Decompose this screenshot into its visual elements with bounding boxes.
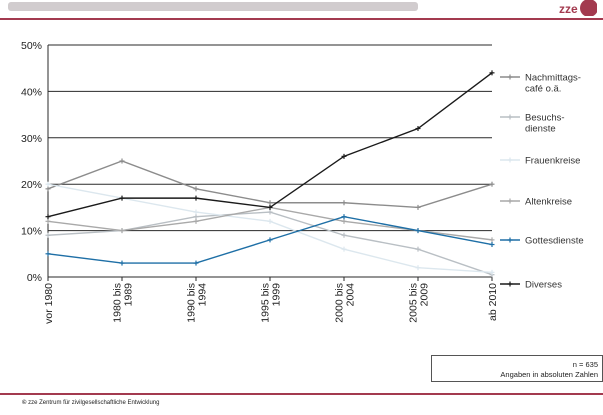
data-point — [193, 209, 199, 215]
y-tick-label: 10% — [21, 226, 42, 238]
logo-circle — [580, 0, 597, 16]
data-point — [45, 218, 51, 224]
legend-label: Nachmittags- — [525, 73, 581, 84]
data-point — [193, 186, 199, 192]
y-tick-label: 50% — [21, 40, 42, 52]
data-point — [341, 200, 347, 206]
legend-item: Frauenkreise — [500, 156, 580, 167]
data-point — [415, 204, 421, 210]
legend-label: Diverses — [525, 280, 562, 291]
copyright-symbol: © — [22, 400, 27, 406]
data-point — [489, 181, 495, 187]
x-tick-label-group: 1990 bis 1994 — [186, 283, 209, 323]
x-tick-label: 2005 bis — [408, 283, 420, 323]
x-tick-label: 1990 bis — [186, 283, 198, 323]
data-point — [415, 126, 421, 132]
data-point — [489, 242, 495, 248]
legend: Nachmittags-café o.ä. Besuchs-dienste Frau… — [500, 73, 584, 291]
x-tick-label: 1989 — [123, 283, 135, 307]
data-point — [489, 269, 495, 275]
data-point — [341, 214, 347, 220]
logo-text: zze — [559, 2, 578, 16]
data-point — [193, 195, 199, 201]
title-blur — [8, 2, 418, 11]
x-tick-label: 1994 — [197, 283, 209, 307]
x-tick-label-group: ab 2010 — [487, 283, 499, 321]
axes: 0% 10% 20% 30% 40% 50% vor 1980 1980 bis 1989 199… — [21, 40, 499, 324]
x-tick-label-group: 2005 bis 2009 — [408, 283, 431, 323]
zze-logo-icon: zze — [559, 0, 597, 16]
data-point — [341, 153, 347, 159]
sample-size: n = 635 — [572, 360, 598, 369]
legend-label: café o.ä. — [525, 84, 561, 95]
legend-item: Besuchs-dienste — [500, 113, 565, 135]
y-tick-label: 20% — [21, 179, 42, 191]
data-point — [45, 232, 51, 238]
x-tick-label: 1980 bis — [112, 283, 124, 323]
y-tick-label: 30% — [21, 133, 42, 145]
series — [45, 70, 495, 278]
data-point — [193, 260, 199, 266]
data-point — [193, 214, 199, 220]
x-tick-label: 2004 — [345, 283, 357, 307]
data-point — [267, 204, 273, 210]
legend-label: dienste — [525, 124, 556, 135]
data-point — [119, 228, 125, 234]
data-point — [45, 214, 51, 220]
y-tick-label: 0% — [27, 272, 42, 284]
units-note: Angaben in absoluten Zahlen — [500, 370, 598, 379]
legend-label: Frauenkreise — [525, 156, 580, 167]
x-tick-label: 1995 bis — [260, 283, 272, 323]
x-tick-label: 2009 — [419, 283, 431, 307]
y-tick-label: 40% — [21, 86, 42, 98]
legend-item: Diverses — [500, 280, 562, 291]
x-tick-label-group: 1995 bis 1999 — [260, 283, 283, 323]
data-point — [267, 209, 273, 215]
x-tick-label: 2000 bis — [334, 283, 346, 323]
x-tick-label-group: 2000 bis 2004 — [334, 283, 357, 323]
copyright-text: zze Zentrum für zivilgesellschaftliche E… — [28, 400, 160, 406]
legend-item: Altenkreise — [500, 197, 572, 208]
data-point — [489, 70, 495, 76]
x-tick-label: 1999 — [271, 283, 283, 307]
data-point — [415, 246, 421, 252]
x-tick-label: ab 2010 — [487, 283, 499, 321]
data-point — [45, 186, 51, 192]
line-chart: 0% 10% 20% 30% 40% 50% vor 1980 1980 bis 1989 199… — [21, 40, 584, 324]
data-point — [119, 195, 125, 201]
legend-label: Besuchs- — [525, 113, 565, 124]
series-line-5 — [47, 72, 493, 218]
copyright: © zze Zentrum für zivilgesellschaftliche… — [22, 400, 159, 406]
data-point — [193, 218, 199, 224]
data-point — [489, 237, 495, 243]
x-tick-label-group: 1980 bis 1989 — [112, 283, 135, 323]
bottom-bar: © zze Zentrum für zivilgesellschaftliche… — [0, 393, 603, 415]
data-point — [267, 237, 273, 243]
top-bar: zze — [0, 0, 603, 20]
data-point — [415, 228, 421, 234]
data-point — [341, 218, 347, 224]
legend-label: Gottesdienste — [525, 236, 584, 247]
data-point — [341, 246, 347, 252]
x-tick-label: vor 1980 — [43, 283, 55, 324]
data-point — [267, 218, 273, 224]
legend-item: Nachmittags-café o.ä. — [500, 73, 581, 95]
series-line-2 — [47, 183, 493, 274]
data-point — [119, 158, 125, 164]
legend-item: Gottesdienste — [500, 236, 584, 247]
x-tick-label-group: vor 1980 — [43, 283, 55, 324]
data-point — [415, 265, 421, 271]
data-point — [45, 181, 51, 187]
data-point — [45, 251, 51, 257]
data-point — [267, 200, 273, 206]
legend-label: Altenkreise — [525, 197, 572, 208]
data-point — [341, 232, 347, 238]
sample-note-box: n = 635 Angaben in absoluten Zahlen — [431, 355, 603, 382]
data-point — [119, 260, 125, 266]
